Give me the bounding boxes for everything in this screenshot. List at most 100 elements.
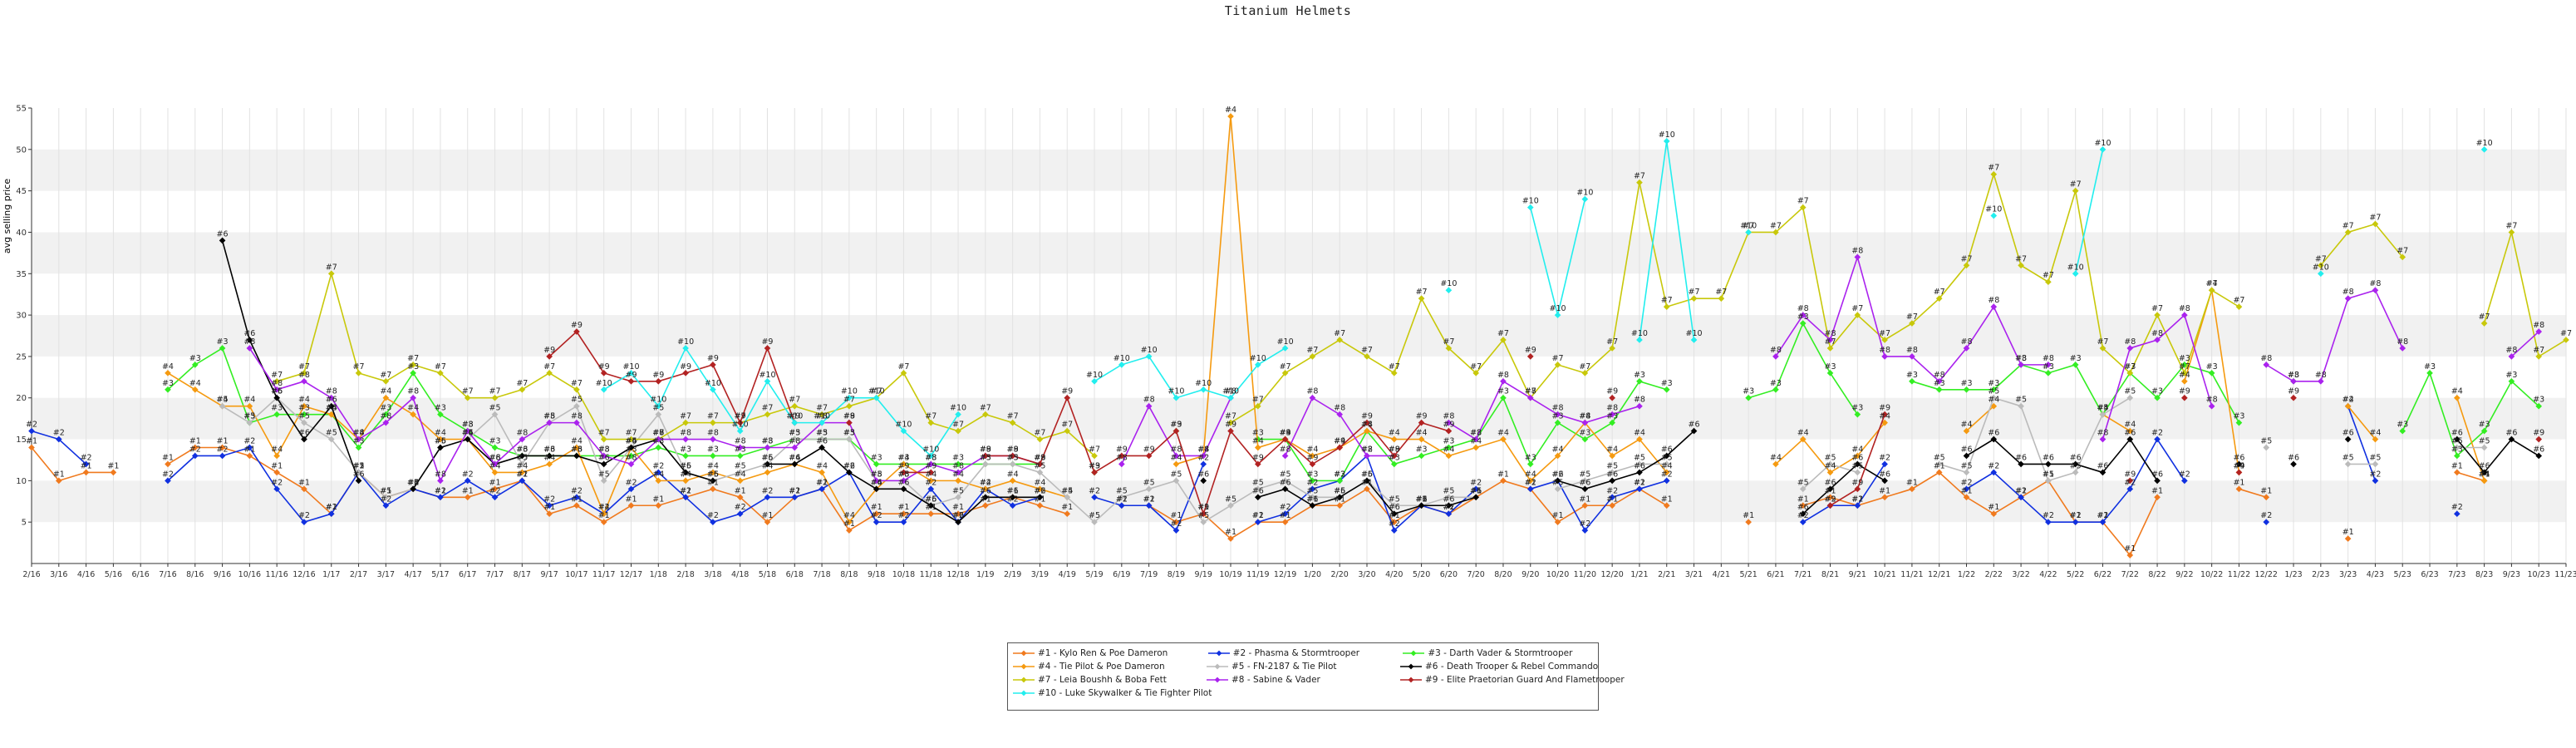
- data-label: #2: [162, 470, 174, 479]
- x-tick-label: 4/21: [1713, 570, 1730, 579]
- data-label: #1: [1225, 528, 1236, 537]
- data-label: #10: [950, 404, 966, 413]
- data-point: [1227, 419, 1234, 426]
- data-point: [246, 337, 253, 343]
- data-label: #4: [980, 478, 991, 487]
- data-label: #6: [1988, 429, 1999, 438]
- data-label: #3: [1934, 379, 1945, 388]
- x-tick-label: 6/17: [459, 570, 476, 579]
- data-label: #3: [1988, 379, 1999, 388]
- data-label: #3: [925, 453, 937, 462]
- data-point: [2154, 394, 2161, 401]
- data-point: [1309, 494, 1316, 501]
- data-point: [900, 469, 907, 476]
- data-label: #3: [571, 445, 583, 454]
- data-point: [1118, 460, 1125, 468]
- data-label: #8: [1170, 445, 1182, 454]
- data-label: #6: [298, 429, 310, 438]
- data-label: #7: [298, 362, 310, 372]
- y-tick-label: 30: [16, 312, 27, 321]
- data-label: #3: [1470, 429, 1482, 438]
- data-point: [410, 394, 416, 401]
- data-label: #5: [761, 453, 773, 462]
- data-label: #1: [1389, 511, 1400, 520]
- series-10: [600, 138, 2488, 460]
- y-axis-label: avg selling price: [2, 179, 12, 253]
- data-point: [2372, 436, 2379, 443]
- data-label: #8: [816, 412, 828, 421]
- data-point: [519, 436, 526, 443]
- data-point: [1009, 419, 1016, 426]
- x-tick-label: 8/22: [2148, 570, 2166, 579]
- data-point: [2344, 436, 2352, 443]
- data-point: [682, 469, 689, 476]
- data-point: [1091, 494, 1098, 501]
- data-label: #4: [1280, 429, 1291, 438]
- data-label: #6: [462, 429, 474, 438]
- data-label: #2: [1034, 486, 1045, 495]
- data-point: [382, 411, 390, 418]
- data-label: #3: [1906, 371, 1918, 380]
- data-label: #6: [598, 453, 610, 462]
- data-label: #1: [897, 503, 909, 512]
- data-point: [573, 328, 580, 335]
- data-label: #10: [705, 379, 721, 388]
- data-point: [410, 362, 416, 368]
- data-label: #5: [1552, 478, 1564, 487]
- data-label: #7: [1960, 254, 1972, 263]
- data-point: [546, 353, 553, 360]
- data-point: [2181, 362, 2188, 368]
- data-point: [1309, 460, 1316, 468]
- data-point: [1554, 312, 1561, 318]
- data-label: #3: [1306, 470, 1318, 479]
- data-label: #4: [1825, 461, 1836, 470]
- data-label: #1: [1280, 511, 1291, 520]
- data-point: [1091, 377, 1098, 385]
- data-label: #2: [1306, 478, 1318, 487]
- data-point: [2344, 295, 2352, 302]
- data-point: [1526, 204, 1534, 211]
- data-point: [627, 444, 635, 451]
- data-point: [1581, 195, 1589, 203]
- data-label: #2: [81, 453, 92, 462]
- data-label: #8: [1906, 346, 1918, 355]
- data-point: [710, 386, 716, 393]
- data-label: #10: [2313, 263, 2329, 272]
- data-label: #1: [707, 478, 719, 487]
- data-label: #8: [407, 387, 419, 396]
- data-point: [873, 510, 880, 518]
- data-point: [1554, 452, 1561, 460]
- data-point: [246, 419, 253, 426]
- data-point: [819, 485, 825, 493]
- data-label: #9: [1825, 495, 1836, 504]
- data-label: #8: [2397, 337, 2408, 347]
- data-point: [2126, 485, 2134, 493]
- data-label: #6: [271, 387, 283, 396]
- data-point: [464, 394, 471, 401]
- data-label: #8: [598, 445, 610, 454]
- data-point: [1554, 477, 1561, 485]
- data-label: #1: [1525, 478, 1536, 487]
- data-label: #3: [543, 445, 555, 454]
- data-label: #5: [1851, 461, 1863, 470]
- data-point: [1554, 419, 1561, 426]
- data-label: #2: [271, 478, 283, 487]
- legend-label: #8 - Sabine & Vader: [1231, 674, 1320, 685]
- data-label: #7: [407, 354, 419, 363]
- legend-item: #1 - Kylo Ren & Poe Dameron: [1013, 647, 1208, 659]
- data-point: [1990, 386, 1998, 393]
- x-tick-label: 3/18: [704, 570, 721, 579]
- data-label: #5: [1061, 486, 1073, 495]
- data-point: [2045, 362, 2052, 368]
- data-label: #8: [707, 429, 719, 438]
- data-point: [873, 477, 880, 485]
- data-label: #4: [1470, 437, 1482, 446]
- data-point: [736, 510, 744, 518]
- data-point: [1145, 502, 1153, 509]
- data-label: #6: [816, 437, 828, 446]
- x-tick-label: 5/23: [2394, 570, 2411, 579]
- data-point: [1172, 527, 1180, 534]
- data-label: #8: [2505, 346, 2517, 355]
- data-point: [1663, 303, 1670, 310]
- data-label: #8: [1443, 412, 1454, 421]
